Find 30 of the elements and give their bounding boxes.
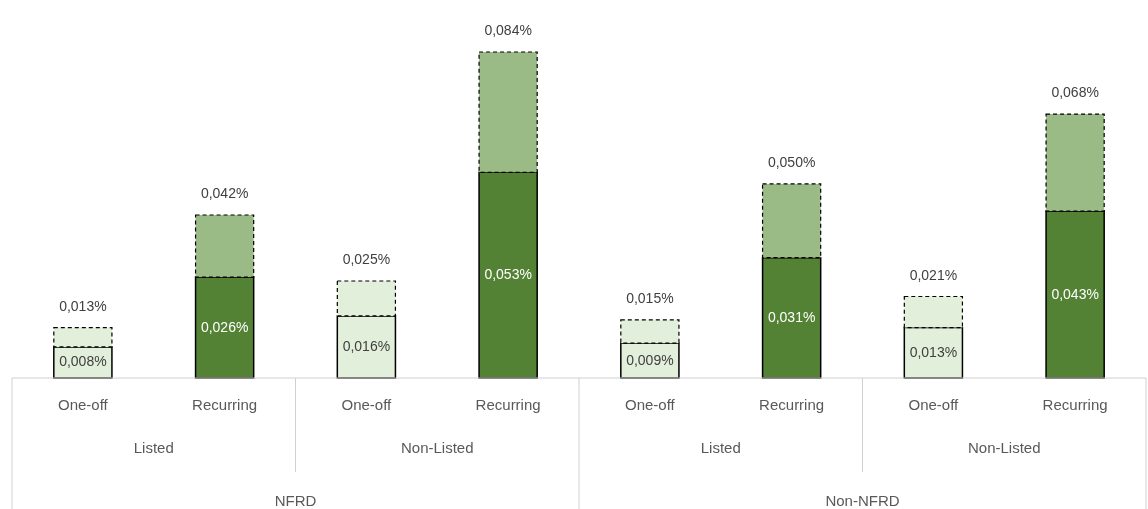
- text: Listed: [700, 439, 741, 456]
- text: Non-Listed: [967, 439, 1041, 456]
- data-label: 0,016%: [342, 337, 391, 354]
- x-tick-label: One-off: [624, 396, 676, 413]
- text: Listed: [133, 439, 174, 456]
- x-tick-label: One-off: [908, 396, 960, 413]
- data-label: 0,053%: [484, 266, 532, 283]
- data-label: 0,026%: [200, 318, 249, 335]
- data-label: 0,009%: [626, 351, 674, 368]
- total-label: 0,025%: [342, 250, 391, 267]
- total-label: 0,015%: [626, 289, 674, 306]
- text: NFRD: [274, 492, 317, 509]
- x-tick-label: Recurring: [192, 396, 258, 413]
- data-label: 0,013%: [909, 343, 958, 360]
- x-tick-label: Recurring: [475, 396, 541, 413]
- text: Non-NFRD: [825, 492, 900, 509]
- x-tick-label: Recurring: [759, 396, 825, 413]
- total-label: 0,068%: [1051, 84, 1099, 101]
- total-label: 0,021%: [909, 266, 958, 283]
- x-tick-label: Recurring: [1042, 396, 1108, 413]
- x-tick-label: One-off: [57, 396, 109, 413]
- total-label: 0,042%: [200, 185, 249, 201]
- data-label: 0,031%: [767, 308, 816, 325]
- text: Non-Listed: [400, 439, 474, 456]
- data-label: 0,008%: [59, 353, 107, 370]
- total-label: 0,013%: [59, 297, 107, 314]
- data-label: 0,043%: [1051, 285, 1099, 302]
- x-tick-label: One-off: [341, 396, 393, 413]
- total-label: 0,050%: [767, 153, 816, 170]
- total-label: 0,084%: [484, 22, 532, 38]
